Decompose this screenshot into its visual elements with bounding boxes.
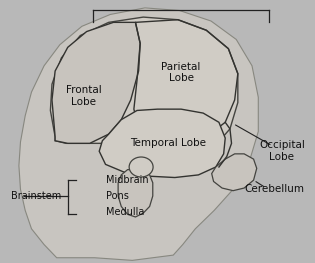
Text: Cerebellum: Cerebellum [244, 184, 304, 194]
Polygon shape [212, 154, 257, 191]
Text: Occipital
Lobe: Occipital Lobe [259, 140, 305, 162]
Text: Midbrain: Midbrain [106, 175, 148, 185]
Circle shape [129, 157, 153, 177]
Polygon shape [19, 8, 258, 260]
Polygon shape [52, 22, 140, 143]
Text: Parietal
Lobe: Parietal Lobe [161, 62, 201, 83]
Polygon shape [99, 109, 225, 178]
Text: Medulla: Medulla [106, 207, 144, 217]
Text: Brainstem: Brainstem [11, 191, 61, 201]
Polygon shape [118, 170, 153, 217]
Text: Temporal Lobe: Temporal Lobe [130, 138, 207, 148]
Text: Pons: Pons [106, 191, 129, 201]
Text: Frontal
Lobe: Frontal Lobe [66, 85, 101, 107]
Polygon shape [50, 17, 238, 149]
